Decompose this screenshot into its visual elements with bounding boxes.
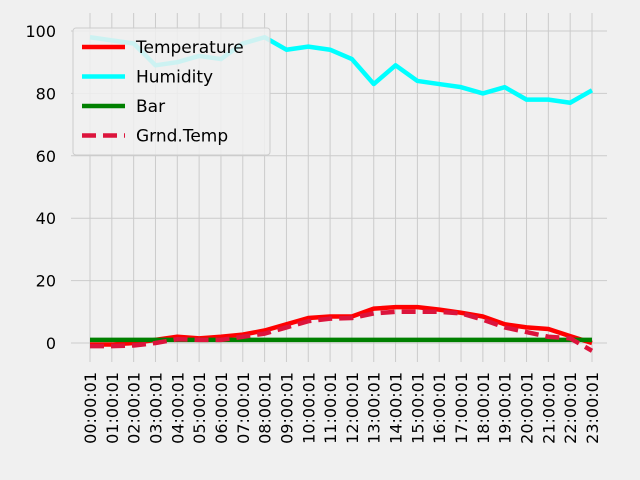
x-tick-label: 21:00:01 (539, 372, 558, 444)
x-tick-label: 22:00:01 (561, 372, 580, 444)
x-tick-label: 13:00:01 (365, 372, 384, 444)
x-tick-label: 05:00:01 (190, 372, 209, 444)
y-tick-label: 80 (36, 84, 56, 103)
y-tick-label: 20 (36, 272, 56, 291)
y-tick-label: 40 (36, 209, 56, 228)
x-tick-label: 20:00:01 (518, 372, 537, 444)
x-tick-label: 15:00:01 (408, 372, 427, 444)
x-tick-label: 04:00:01 (168, 372, 187, 444)
y-tick-label: 60 (36, 147, 56, 166)
x-tick-label: 11:00:01 (321, 372, 340, 444)
legend-label: Bar (136, 97, 165, 117)
x-tick-label: 19:00:01 (496, 372, 515, 444)
x-tick-label: 17:00:01 (452, 372, 471, 444)
x-axis: 00:00:01 01:00:01 02:00:01 03:00:01 04:00:01… (81, 372, 602, 444)
x-tick-label: 23:00:01 (583, 372, 602, 444)
y-axis: 0 20 40 60 80 100 (25, 22, 56, 353)
x-tick-label: 01:00:01 (103, 372, 122, 444)
x-tick-label: 18:00:01 (474, 372, 493, 444)
x-tick-label: 16:00:01 (430, 372, 449, 444)
x-tick-label: 06:00:01 (212, 372, 231, 444)
x-tick-label: 00:00:01 (81, 372, 100, 444)
x-tick-label: 02:00:01 (125, 372, 144, 444)
y-tick-label: 0 (46, 334, 56, 353)
x-tick-label: 14:00:01 (387, 372, 406, 444)
x-tick-label: 10:00:01 (299, 372, 318, 444)
x-tick-label: 07:00:01 (234, 372, 253, 444)
x-tick-label: 12:00:01 (343, 372, 362, 444)
legend-box (72, 27, 271, 156)
series-layer (89, 34, 594, 353)
y-tick-label: 100 (25, 22, 56, 41)
series-line-grnd-temp (90, 309, 594, 353)
x-tick-label: 03:00:01 (146, 372, 165, 444)
legend-label: Humidity (136, 68, 213, 88)
legend: Temperature Humidity Bar Grnd.Temp (72, 27, 271, 156)
x-tick-label: 08:00:01 (256, 372, 275, 444)
legend-label: Grnd.Temp (136, 127, 228, 147)
x-tick-label: 09:00:01 (277, 372, 296, 444)
legend-label: Temperature (135, 38, 244, 58)
